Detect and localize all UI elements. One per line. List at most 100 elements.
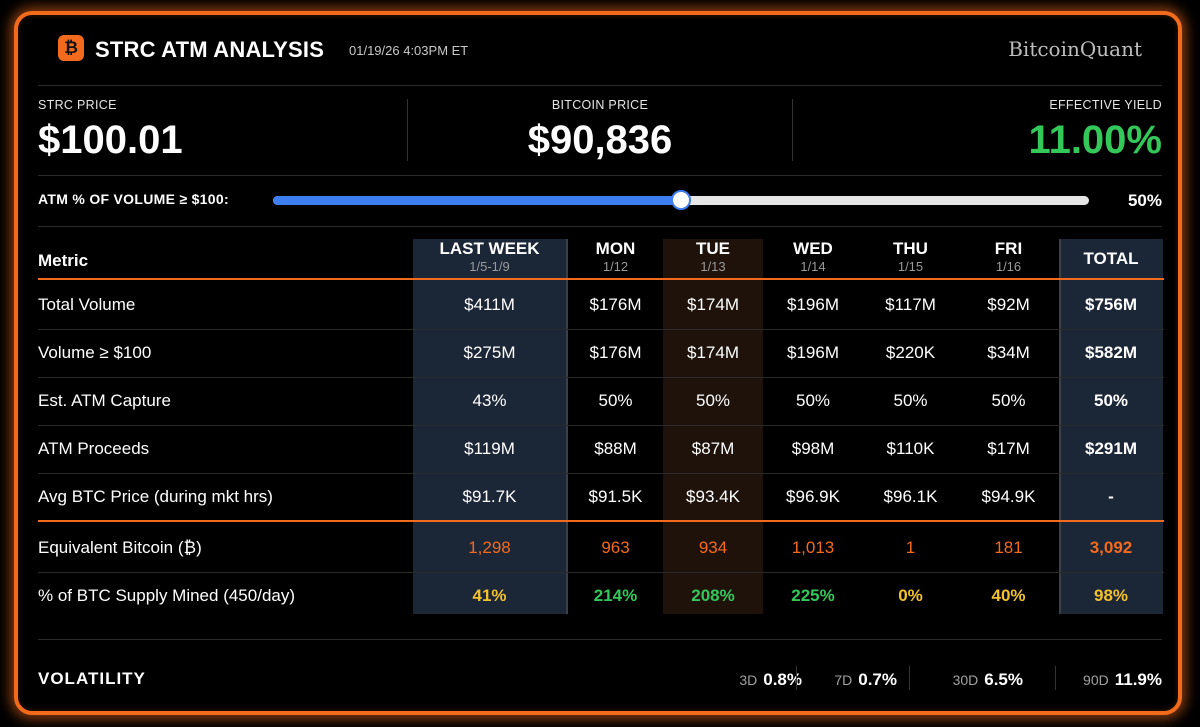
column-separator — [1059, 239, 1061, 614]
divider — [792, 99, 793, 161]
table-cell: 50% — [695, 391, 731, 410]
table-cell: $17M — [987, 439, 1030, 458]
table-cell: $582M — [1085, 343, 1137, 362]
table-cell: $93.4K — [686, 487, 740, 506]
table-cell: $88M — [594, 439, 637, 458]
row-label: Volume ≥ $100 — [38, 343, 152, 362]
row-divider — [38, 572, 1164, 573]
row-divider — [38, 377, 1164, 378]
table-cell: $174M — [687, 295, 739, 314]
table-cell: $92M — [987, 295, 1030, 314]
table-cell: $96.1K — [883, 487, 938, 506]
slider-fill — [273, 196, 681, 205]
row-label: Total Volume — [38, 295, 136, 314]
slider-value: 50% — [1127, 191, 1162, 210]
table-cell: $196M — [787, 295, 839, 314]
table-cell: $119M — [464, 439, 515, 458]
table-cell: $117M — [885, 295, 936, 314]
total-column-bg — [1059, 239, 1163, 614]
table-cell: 50% — [991, 391, 1026, 410]
table-cell: $94.9K — [981, 487, 1036, 506]
col-header-fri: FRI 1/16 — [958, 239, 1059, 275]
table-cell: 41% — [472, 586, 507, 605]
page-title: STRC ATM ANALYSIS — [95, 37, 325, 62]
table-cell: 934 — [698, 538, 728, 557]
bitcoin-price-label: BITCOIN PRICE — [551, 98, 649, 112]
table-cell: 50% — [598, 391, 633, 410]
col-header-date: 1/15 — [897, 259, 924, 274]
table-cell: 1,013 — [791, 538, 835, 557]
atm-volume-slider-label: ATM % OF VOLUME ≥ $100: — [38, 191, 229, 207]
col-header-mon: MON 1/12 — [568, 239, 663, 275]
brand-logo: BitcoinQuant — [1008, 37, 1142, 61]
volatility-period: 30D — [952, 672, 979, 688]
row-label: Est. ATM Capture — [38, 391, 171, 410]
volatility-item: 7D 0.7% — [834, 670, 897, 690]
table-cell: 0% — [898, 586, 923, 605]
col-header-title: FRI — [994, 239, 1023, 258]
volatility-item: 3D 0.8% — [739, 670, 802, 690]
table-cell: $220K — [885, 343, 936, 362]
col-header-title: THU — [893, 239, 928, 258]
volatility-period: 3D — [739, 672, 758, 688]
effective-yield-value: 11.00% — [1028, 118, 1162, 162]
col-header-title: MON — [595, 239, 636, 258]
col-header-date: 1/14 — [800, 259, 826, 274]
table-cell: $91.5K — [588, 487, 643, 506]
table-cell: $91.7K — [462, 487, 517, 506]
row-divider — [38, 329, 1164, 330]
col-header-thu: THU 1/15 — [863, 239, 958, 275]
volatility-item: 30D 6.5% — [953, 670, 1023, 690]
divider — [38, 175, 1162, 176]
table-cell: 214% — [593, 586, 638, 605]
col-header-date: 1/16 — [995, 259, 1022, 274]
table-cell: 98% — [1093, 586, 1129, 605]
row-label: ATM Proceeds — [38, 439, 150, 458]
section-divider — [38, 520, 1164, 522]
col-header-total: TOTAL — [1059, 249, 1163, 269]
divider — [38, 226, 1162, 227]
table-cell: $196M — [787, 343, 839, 362]
atm-volume-slider[interactable] — [273, 190, 1089, 210]
table-cell: $176M — [589, 343, 642, 362]
divider — [407, 99, 408, 161]
table-cell: $291M — [1085, 439, 1137, 458]
volatility-label: VOLATILITY — [38, 669, 146, 688]
column-separator — [566, 239, 568, 614]
table-cell: $87M — [691, 439, 735, 458]
table-cell: 50% — [795, 391, 831, 410]
slider-thumb[interactable] — [671, 190, 691, 210]
divider — [909, 666, 910, 690]
bitcoin-logo-icon: ₿ — [58, 35, 84, 61]
col-header-date: 1/5-1/9 — [469, 259, 510, 274]
row-label: Avg BTC Price (during mkt hrs) — [38, 487, 273, 506]
col-header-last-week: LAST WEEK 1/5-1/9 — [413, 239, 566, 275]
volatility-period: 7D — [834, 672, 853, 688]
dashboard-card: ₿ STRC ATM ANALYSIS 01/19/26 4:03PM ET B… — [14, 11, 1182, 715]
table-cell: - — [1108, 487, 1114, 506]
volatility-item: 90D 11.9% — [1083, 670, 1162, 690]
table-cell: $98M — [791, 439, 835, 458]
row-label: Equivalent Bitcoin (₿) — [38, 538, 202, 557]
last-week-column-bg — [413, 239, 566, 614]
col-header-title: TOTAL — [1083, 249, 1139, 268]
header-divider — [38, 278, 1164, 280]
table-cell: $756M — [1085, 295, 1137, 314]
table-cell: $411M — [464, 295, 515, 314]
bitcoin-price-value: $90,836 — [527, 118, 673, 162]
table-cell: 208% — [691, 586, 735, 605]
table-cell: $96.9K — [786, 487, 840, 506]
table-cell: 3,092 — [1089, 538, 1133, 557]
col-header-date: 1/13 — [700, 259, 726, 274]
strc-price-label: STRC PRICE — [38, 98, 117, 112]
table-cell: $110K — [886, 439, 935, 458]
table-cell: 50% — [893, 391, 928, 410]
table-cell: $275M — [463, 343, 516, 362]
strc-price-value: $100.01 — [38, 118, 183, 162]
volatility-value: 11.9% — [1114, 670, 1162, 689]
table-cell: 50% — [1093, 391, 1129, 410]
row-divider — [38, 473, 1164, 474]
col-header-title: LAST WEEK — [439, 239, 540, 258]
col-header-date: 1/12 — [602, 259, 629, 274]
col-header-tue: TUE 1/13 — [663, 239, 763, 275]
